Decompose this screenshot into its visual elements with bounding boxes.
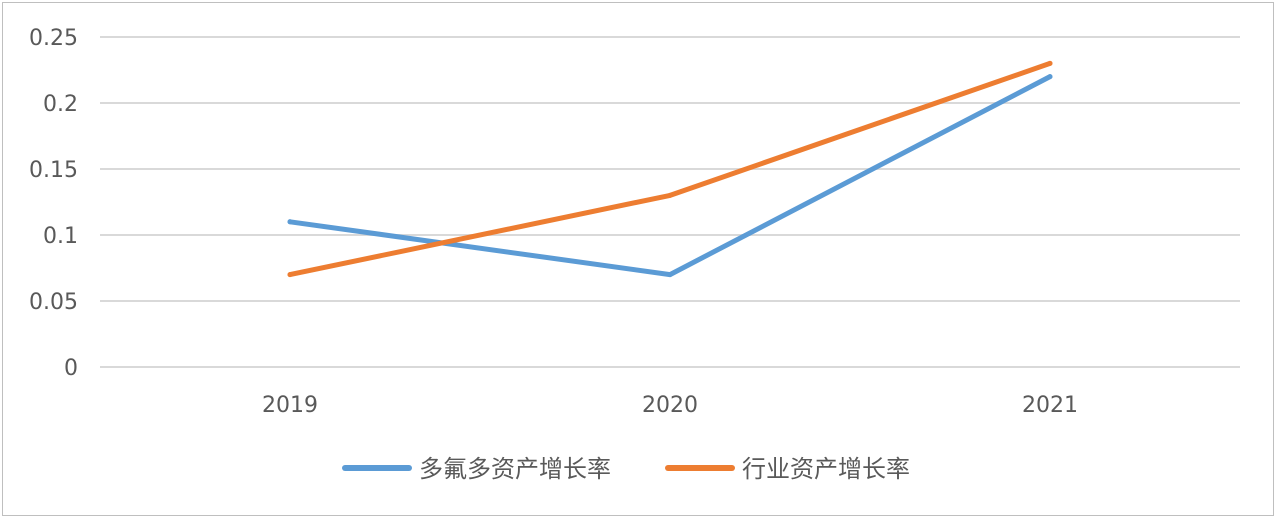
legend: 多氟多资产增长率 行业资产增长率 <box>342 455 910 483</box>
data-point <box>1047 74 1053 80</box>
x-axis-ticks: 2019 2020 2021 <box>262 393 1078 418</box>
series-lines <box>287 60 1053 278</box>
data-point <box>1047 60 1053 66</box>
x-tick-label: 2020 <box>642 393 698 418</box>
data-point <box>287 219 293 225</box>
y-tick-label: 0.05 <box>29 290 78 315</box>
y-tick-label: 0.25 <box>29 26 78 51</box>
legend-label: 行业资产增长率 <box>742 455 910 483</box>
y-tick-label: 0 <box>64 356 78 381</box>
x-tick-label: 2019 <box>262 393 318 418</box>
y-tick-label: 0.2 <box>43 92 78 117</box>
series-line-1 <box>287 74 1053 278</box>
data-point <box>667 272 673 278</box>
chart-area <box>2 2 1274 516</box>
y-axis-ticks: 0 0.05 0.1 0.15 0.2 0.25 <box>29 26 78 381</box>
legend-label: 多氟多资产增长率 <box>419 455 611 483</box>
x-tick-label: 2021 <box>1022 393 1078 418</box>
data-point <box>287 272 293 278</box>
y-tick-label: 0.15 <box>29 158 78 183</box>
y-tick-label: 0.1 <box>43 224 78 249</box>
data-point <box>667 192 673 198</box>
gridlines <box>100 36 1240 368</box>
